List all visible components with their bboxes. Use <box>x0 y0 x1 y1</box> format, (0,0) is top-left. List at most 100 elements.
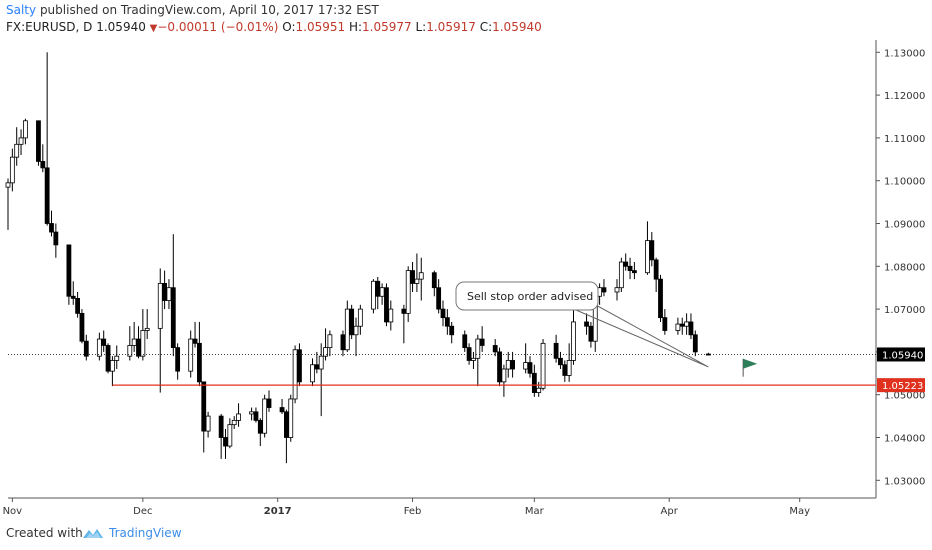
candle <box>653 257 659 292</box>
candle-body <box>649 240 655 261</box>
price-tick-label: 1.05000 <box>884 391 925 402</box>
candle <box>405 266 411 322</box>
candle-body <box>175 347 181 372</box>
candle <box>262 394 268 438</box>
candle-body <box>684 321 689 327</box>
candle-body <box>614 287 620 293</box>
candle-body <box>231 419 237 426</box>
price-tick-label: 1.04000 <box>884 434 925 445</box>
price-axis: 1.030001.040001.050001.060001.070001.080… <box>876 48 925 487</box>
candle-body <box>688 321 694 336</box>
candle <box>9 148 15 192</box>
candle <box>266 390 272 412</box>
candle <box>144 309 150 340</box>
candlestick-chart[interactable]: 1.030001.040001.050001.060001.070001.080… <box>0 0 932 518</box>
candle <box>349 304 355 340</box>
tradingview-brand-link[interactable]: TradingView <box>109 526 182 540</box>
candle <box>688 313 694 340</box>
last-price-tag-bg <box>877 347 925 362</box>
candle-body <box>440 308 446 319</box>
candle-body <box>157 283 163 329</box>
candle-body <box>618 261 624 289</box>
candle-body <box>571 321 576 361</box>
candle-body <box>505 360 511 370</box>
candle-body <box>566 360 572 376</box>
last-price-tag: 1.05940 <box>877 347 925 362</box>
candle <box>466 343 472 365</box>
candle-body <box>288 398 294 438</box>
candle-body <box>431 272 437 289</box>
candle <box>5 178 11 230</box>
candle <box>370 279 376 314</box>
publish-text: published on TradingView.com, April 10, … <box>36 3 379 17</box>
time-tick-label: 2017 <box>264 506 292 517</box>
candle <box>501 364 507 397</box>
candle <box>105 343 111 374</box>
candle <box>566 343 572 382</box>
time-axis: Nov Dec 2017 Feb Mar Apr May <box>3 498 810 517</box>
price-tick-label: 1.10000 <box>884 177 925 188</box>
candle <box>649 232 655 267</box>
candle <box>414 253 420 292</box>
candle-body <box>627 265 633 271</box>
candle-body <box>44 167 50 224</box>
candle-body <box>96 338 102 357</box>
candle <box>627 257 633 280</box>
candle <box>297 343 302 387</box>
candle-body <box>279 407 285 413</box>
candle <box>584 313 589 335</box>
candle <box>692 330 698 357</box>
candle <box>83 334 89 361</box>
candle-body <box>501 368 507 383</box>
flag-icon <box>742 358 758 377</box>
price-tick-label: 1.03000 <box>884 476 925 487</box>
candle <box>101 330 107 352</box>
candle-body <box>540 342 546 389</box>
candle <box>614 279 620 301</box>
candle-body <box>323 347 328 357</box>
candle <box>384 283 389 327</box>
candle-body <box>292 349 298 400</box>
candle-body <box>66 244 72 297</box>
candle-body <box>653 259 659 280</box>
candle <box>436 279 442 314</box>
drawings: 1.05940 1.05223 Sell stop order advised <box>8 281 925 393</box>
candle <box>662 309 668 335</box>
candle-body <box>236 413 241 421</box>
candle-body <box>523 362 529 370</box>
candle-body <box>658 278 663 319</box>
tradingview-logo-icon[interactable] <box>82 526 104 540</box>
symbol-label[interactable]: FX:EURUSD, D <box>6 20 93 34</box>
price-tick-label: 1.08000 <box>884 262 925 273</box>
candle-body <box>5 182 11 188</box>
candle <box>318 343 324 417</box>
candle <box>157 268 163 393</box>
candle-body <box>144 327 150 331</box>
candle-body <box>632 270 637 274</box>
candle-body <box>297 349 302 383</box>
candle <box>553 334 559 363</box>
candle-body <box>679 323 685 327</box>
candle <box>127 326 133 361</box>
price-tick-label: 1.07000 <box>884 305 925 316</box>
candle-body <box>196 342 202 383</box>
candle-body <box>205 415 211 432</box>
time-tick-label: Feb <box>404 506 422 517</box>
candle <box>327 330 333 357</box>
candle-body <box>384 287 389 323</box>
candle-body <box>327 334 333 349</box>
candle <box>227 418 233 449</box>
candle <box>22 118 28 145</box>
candle <box>44 52 50 226</box>
candle-body <box>201 381 207 432</box>
author-link[interactable]: Salty <box>6 3 37 17</box>
candle <box>18 129 24 156</box>
candle-body <box>18 137 24 145</box>
candle <box>70 281 76 305</box>
callout-text: Sell stop order advised <box>467 290 593 303</box>
candle <box>449 321 455 344</box>
flag-cloth <box>743 358 758 369</box>
candle-body <box>405 270 411 314</box>
candle-body <box>170 287 176 349</box>
